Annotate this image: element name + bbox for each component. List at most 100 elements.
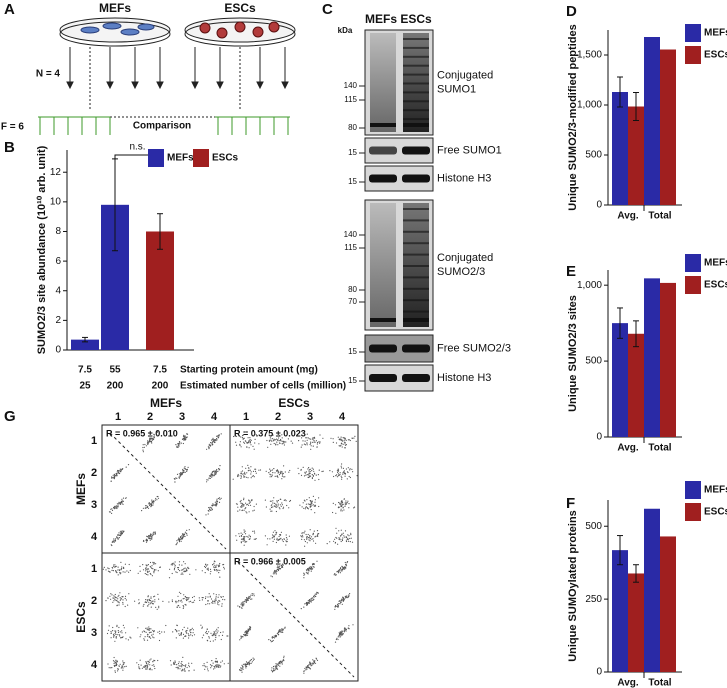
scatter-dot	[149, 572, 151, 575]
scatter-dot	[313, 472, 316, 474]
scatter-dot	[273, 571, 275, 573]
scatter-dot	[153, 569, 156, 571]
scatter-dot	[107, 597, 109, 599]
scatter-dot	[313, 530, 315, 532]
scatter-dot	[356, 475, 358, 477]
scatter-dot	[281, 663, 283, 665]
scatter-dot	[268, 439, 270, 441]
scatter-dot	[220, 596, 222, 598]
blot-band	[403, 118, 429, 121]
scatter-dot	[306, 542, 308, 544]
scatter-dot	[245, 476, 247, 478]
scatter-dot	[240, 476, 242, 478]
scatter-dot	[278, 630, 280, 632]
scatter-dot	[122, 662, 124, 664]
scatter-dot	[271, 667, 273, 669]
scatter-dot	[208, 475, 211, 477]
scatter-dot	[117, 595, 119, 597]
scatter-dot	[149, 503, 151, 505]
scatter-dot	[113, 661, 115, 663]
scatter-dot	[247, 441, 250, 443]
scatter-dot	[139, 668, 141, 670]
scatter-dot	[246, 541, 248, 543]
scatter-dot	[340, 502, 342, 504]
scatter-dot	[178, 665, 180, 667]
scatter-dot	[185, 664, 187, 666]
scatter-dot	[187, 627, 189, 629]
scatter-dot	[146, 601, 148, 604]
scatter-dot	[268, 639, 270, 641]
scatter-dot	[110, 508, 112, 510]
matrix-group-label: ESCs	[278, 396, 310, 410]
scatter-dot	[114, 665, 116, 667]
scatter-dot	[286, 538, 288, 540]
scatter-dot	[212, 474, 214, 476]
scatter-dot	[146, 639, 149, 641]
scatter-dot	[306, 499, 308, 501]
scatter-dot	[178, 633, 180, 635]
scatter-dot	[121, 636, 124, 639]
blot-band	[403, 276, 429, 279]
scatter-dot	[244, 599, 246, 601]
scatter-dot	[152, 504, 154, 506]
scatter-dot	[278, 440, 280, 442]
scatter-dot	[338, 632, 340, 634]
scatter-dot	[138, 603, 140, 605]
scatter-dot	[124, 666, 126, 668]
scatter-dot	[182, 605, 184, 607]
scatter-dot	[274, 534, 276, 536]
scatter-dot	[334, 573, 336, 575]
scatter-dot	[250, 477, 252, 479]
scatter-dot	[186, 666, 188, 669]
scatter-dot	[188, 637, 190, 639]
scatter-cloud	[264, 497, 292, 513]
scatter-dot	[181, 601, 183, 603]
scatter-dot	[307, 508, 310, 510]
scatter-dot	[334, 504, 337, 506]
scatter-dot	[218, 564, 221, 566]
scatter-dot	[115, 630, 117, 632]
scatter-dot	[258, 443, 260, 445]
scatter-dot	[241, 538, 243, 540]
scatter-dot	[184, 466, 186, 468]
scatter-dot	[252, 475, 254, 477]
scatter-dot	[218, 635, 220, 637]
scatter-dot	[117, 569, 119, 571]
y-tick-label: 12	[50, 167, 62, 178]
scatter-dot	[162, 600, 164, 603]
scatter-dot	[110, 637, 112, 639]
scatter-dot	[120, 568, 123, 570]
scatter-dot	[178, 473, 180, 475]
scatter-dot	[212, 602, 214, 604]
scatter-dot	[336, 571, 338, 573]
scatter-dot	[201, 597, 203, 599]
scatter-dot	[236, 539, 238, 541]
scatter-dot	[113, 541, 115, 543]
scatter-dot	[168, 577, 171, 579]
scatter-dot	[280, 631, 282, 633]
scatter-dot	[310, 438, 312, 440]
scatter-dot	[209, 506, 211, 508]
scatter-dot	[276, 475, 278, 477]
scatter-dot	[180, 538, 182, 540]
scatter-dot	[175, 637, 177, 639]
scatter-dot	[117, 670, 119, 672]
scatter-dot	[301, 538, 303, 541]
scatter-dot	[338, 603, 340, 605]
x-tick-label: 7.5	[153, 365, 167, 376]
scatter-dot	[278, 566, 280, 568]
scatter-dot	[115, 661, 117, 664]
scatter-dot	[282, 631, 284, 633]
marker-label: 115	[344, 243, 357, 252]
scatter-dot	[111, 569, 113, 572]
scatter-dot	[113, 662, 115, 665]
scatter-dot	[337, 436, 339, 438]
scatter-dot	[191, 635, 193, 637]
scatter-dot	[122, 567, 124, 569]
scatter-dot	[178, 541, 181, 543]
panel-label: C	[322, 1, 333, 18]
scatter-dot	[211, 441, 214, 443]
scatter-dot	[146, 668, 148, 670]
scatter-dot	[212, 633, 214, 635]
